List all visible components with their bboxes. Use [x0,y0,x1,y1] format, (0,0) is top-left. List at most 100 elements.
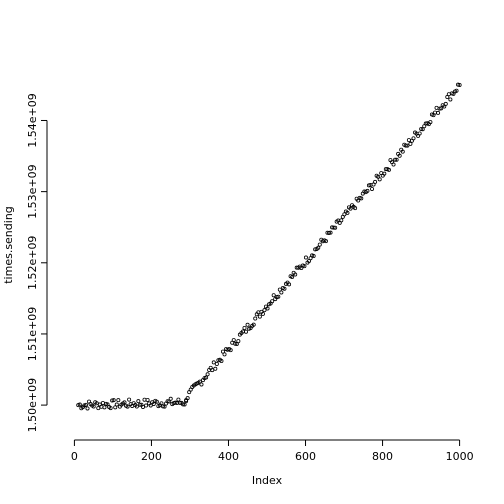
data-point [393,157,398,162]
data-point [276,294,281,299]
data-point [377,177,382,182]
data-point [456,82,461,87]
data-point [222,352,227,357]
data-point [108,406,113,411]
data-point [176,397,181,402]
data-point [110,398,115,403]
data-point [77,402,82,407]
axes: 0 200 400 600 800 1000 1.50e+09 1.51e+09 1.52e+0… [26,93,474,463]
data-point [262,308,267,313]
data-point [244,329,249,334]
data-point [323,239,328,244]
x-tick-label: 400 [218,450,239,463]
data-point [211,360,216,365]
data-point [411,136,416,141]
x-tick-label: 600 [295,450,316,463]
data-points [76,82,462,411]
data-point [233,341,238,346]
data-point [419,127,424,132]
data-point [245,322,250,327]
data-point [154,399,159,404]
data-point [236,339,241,344]
data-point [181,402,186,407]
data-point [214,362,219,367]
data-point [251,322,256,327]
data-point [293,272,298,277]
y-tick-label: 1.53e+09 [26,164,39,218]
data-point [205,372,210,377]
data-point [279,290,284,295]
data-point [373,179,378,184]
data-point [83,402,88,407]
x-tick-label: 1000 [446,450,474,463]
data-point [159,401,164,406]
data-point [394,157,399,162]
data-point [405,143,410,148]
y-tick-label: 1.52e+09 [26,236,39,290]
x-axis-label: Index [252,474,283,487]
data-point [403,143,408,148]
data-point [443,101,448,106]
data-point [290,275,295,280]
data-point [365,188,370,193]
data-point [345,210,350,215]
data-point [391,162,396,167]
data-point [331,225,336,230]
data-point [408,141,413,146]
data-point [439,106,444,111]
data-point [116,398,121,403]
data-point [316,245,321,250]
data-point [219,359,224,364]
data-point [96,406,101,411]
y-tick-label: 1.51e+09 [26,307,39,361]
data-point [145,397,150,402]
data-point [454,88,459,93]
data-point [382,171,387,176]
data-point [160,404,165,409]
data-point [85,406,90,411]
data-point [91,404,96,409]
x-tick-label: 800 [372,450,393,463]
data-point [199,382,204,387]
data-point [204,375,209,380]
data-point [386,167,391,172]
data-point [242,325,247,330]
data-point [182,402,187,407]
data-point [136,399,141,404]
data-point [165,399,170,404]
data-point [397,153,402,158]
data-point [303,255,308,260]
data-point [406,138,411,143]
data-point [270,299,275,304]
data-point [328,230,333,235]
data-point [140,404,145,409]
data-point [417,131,422,136]
y-tick-label: 1.54e+09 [26,93,39,147]
data-point [265,306,270,311]
data-point [457,82,462,87]
data-point [102,405,107,410]
data-point [151,401,156,406]
data-point [257,314,262,319]
data-point [370,186,375,191]
data-point [339,218,344,223]
data-point [359,196,364,201]
data-point [114,402,119,407]
data-point [311,254,316,259]
data-point [436,110,441,115]
data-point [162,404,167,409]
data-point [448,97,453,102]
x-tick-label: 0 [71,450,78,463]
data-point [437,106,442,111]
data-point [148,403,153,408]
data-point [111,398,116,403]
data-point [333,225,338,230]
data-point [282,286,287,291]
data-point [428,120,433,125]
data-point [125,404,130,409]
data-point [253,316,258,321]
y-axis-label: times.sending [2,206,15,284]
data-point [137,402,142,407]
data-point [127,397,132,402]
